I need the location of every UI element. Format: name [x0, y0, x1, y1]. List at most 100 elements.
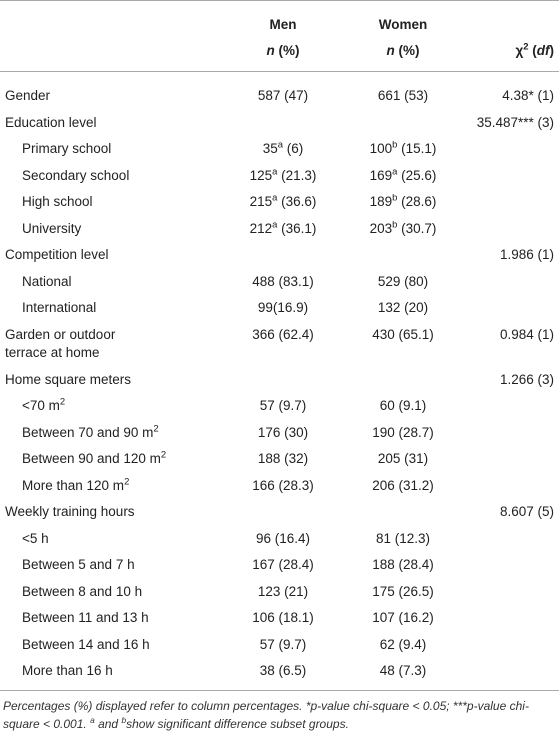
- women-cell: 62 (9.4): [379, 636, 427, 652]
- text-segment: a: [90, 715, 95, 725]
- text-segment: (6): [283, 141, 304, 156]
- text-segment: 2: [124, 476, 130, 487]
- table-row: Competition level 1.986 (1): [0, 242, 559, 269]
- text-segment: 215: [249, 194, 273, 209]
- row-label: More than 16 h: [22, 663, 113, 678]
- chi-cell: 4.38* (1): [502, 88, 554, 103]
- text-segment: df: [536, 43, 550, 58]
- women-cell: 430 (65.1): [372, 326, 434, 342]
- text-segment: χ: [515, 43, 524, 58]
- row-label: Between 5 and 7 h: [22, 557, 135, 572]
- table-row: Between 11 and 13 h 106 (18.1) 107 (16.2): [0, 605, 559, 632]
- table-row: Education level 35.487*** (3): [0, 110, 559, 137]
- women-cell: 60 (9.1): [379, 398, 427, 413]
- text-segment: n: [266, 43, 275, 58]
- men-cell: 587 (47): [257, 88, 309, 103]
- men-cell: 488 (83.1): [252, 273, 314, 289]
- table-row: Between 90 and 120 m2 188 (32) 205 (31): [0, 446, 559, 473]
- row-label: Between 8 and 10 h: [22, 583, 143, 599]
- row-label: Weekly training hours: [5, 504, 135, 519]
- men-cell: 176 (30): [257, 424, 309, 440]
- text-segment: ): [549, 43, 555, 58]
- row-label: Between 11 and 13 h: [22, 610, 149, 625]
- women-cell: 190 (28.7): [372, 424, 434, 440]
- men-cell: 57 (9.7): [259, 398, 307, 413]
- row-label: Between 90 and 120 m2: [22, 450, 192, 469]
- text-segment: and: [94, 717, 122, 731]
- text-segment: <70 m: [22, 398, 60, 413]
- text-segment: 169: [369, 167, 393, 183]
- women-cell: 132 (20): [377, 300, 429, 315]
- men-cell: 35a (6): [223, 140, 343, 159]
- women-cell: 529 (80): [377, 273, 429, 289]
- men-cell: 57 (9.7): [259, 636, 307, 652]
- text-segment: (36.6): [277, 194, 317, 209]
- women-cell: 205 (31): [377, 451, 429, 466]
- table-row: Between 5 and 7 h 167 (28.4) 188 (28.4): [0, 552, 559, 579]
- text-segment: (28.6): [397, 194, 437, 209]
- women-cell: 661 (53): [377, 88, 429, 103]
- women-cell: 175 (26.5): [372, 583, 434, 599]
- table-row: More than 16 h 38 (6.5) 48 (7.3): [0, 658, 559, 685]
- text-segment: a: [272, 219, 278, 230]
- text-segment: b: [121, 715, 127, 725]
- text-segment: More than 120 m: [22, 477, 125, 493]
- women-cell: 203b (30.7): [343, 220, 463, 239]
- table-row: Between 70 and 90 m2 176 (30) 190 (28.7): [0, 420, 559, 447]
- men-cell: 166 (28.3): [252, 477, 314, 493]
- row-label: Home square meters: [5, 371, 132, 387]
- table-row: <5 h 96 (16.4) 81 (12.3): [0, 526, 559, 553]
- text-segment: 100: [369, 141, 393, 156]
- row-label: International: [22, 300, 97, 315]
- row-label: <5 h: [22, 530, 49, 546]
- men-cell: 215a (36.6): [223, 193, 343, 212]
- text-segment: (: [528, 43, 537, 58]
- men-cell: 125a (21.3): [223, 167, 343, 186]
- row-label: Garden or outdoor terrace at home: [5, 326, 116, 361]
- women-cell: 206 (31.2): [372, 477, 434, 493]
- text-segment: 2: [160, 449, 167, 461]
- men-title: Men: [269, 17, 297, 32]
- chi-cell: 1.266 (3): [499, 371, 554, 387]
- row-label: <70 m2: [22, 397, 192, 416]
- text-segment: (36.1): [277, 220, 317, 236]
- text-segment: a: [392, 166, 398, 177]
- chi-cell: 0.984 (1): [499, 326, 554, 342]
- table-row: High school 215a (36.6) 189b (28.6): [0, 189, 559, 216]
- men-cell: 96 (16.4): [255, 530, 311, 546]
- text-segment: (%): [274, 43, 300, 58]
- women-cell: 107 (16.2): [372, 610, 434, 625]
- text-segment: (30.7): [397, 220, 437, 236]
- footnote: Percentages (%) displayed refer to colum…: [3, 697, 557, 733]
- text-segment: 189: [369, 194, 393, 209]
- text-segment: Percentages (%) displayed refer to colum…: [3, 699, 529, 731]
- text-segment: (21.3): [277, 167, 317, 183]
- men-cell: 38 (6.5): [259, 663, 307, 678]
- text-segment: Between 70 and 90 m: [22, 424, 154, 440]
- bottom-rule: [0, 690, 559, 691]
- text-segment: 2: [523, 41, 529, 53]
- women-title: Women: [378, 17, 428, 32]
- table-row: National 488 (83.1) 529 (80): [0, 269, 559, 296]
- text-segment: 203: [369, 220, 393, 236]
- text-segment: a: [272, 192, 278, 204]
- row-label: National: [22, 273, 72, 289]
- row-label: Primary school: [22, 141, 112, 156]
- text-segment: 35: [262, 141, 278, 156]
- men-cell: 99(16.9): [257, 300, 309, 315]
- men-subtitle: n (%): [223, 42, 343, 60]
- table-body: Gender 587 (47) 661 (53) 4.38* (1) Education…: [0, 83, 559, 685]
- women-subtitle: n (%): [343, 42, 463, 60]
- row-label: University: [22, 220, 82, 236]
- table-row: Secondary school 125a (21.3) 169a (25.6): [0, 163, 559, 190]
- table-row: More than 120 m2 166 (28.3) 206 (31.2): [0, 473, 559, 500]
- table-header: Men n (%) Women n (%) χ2 (df): [0, 0, 559, 72]
- table-row: Between 8 and 10 h 123 (21) 175 (26.5): [0, 579, 559, 606]
- text-segment: (15.1): [397, 141, 437, 156]
- women-cell: 189b (28.6): [343, 193, 463, 212]
- women-cell: 100b (15.1): [343, 140, 463, 159]
- men-cell: 366 (62.4): [252, 326, 314, 342]
- text-segment: show significant difference subset group…: [126, 717, 349, 731]
- chi-cell: 35.487*** (3): [476, 114, 554, 130]
